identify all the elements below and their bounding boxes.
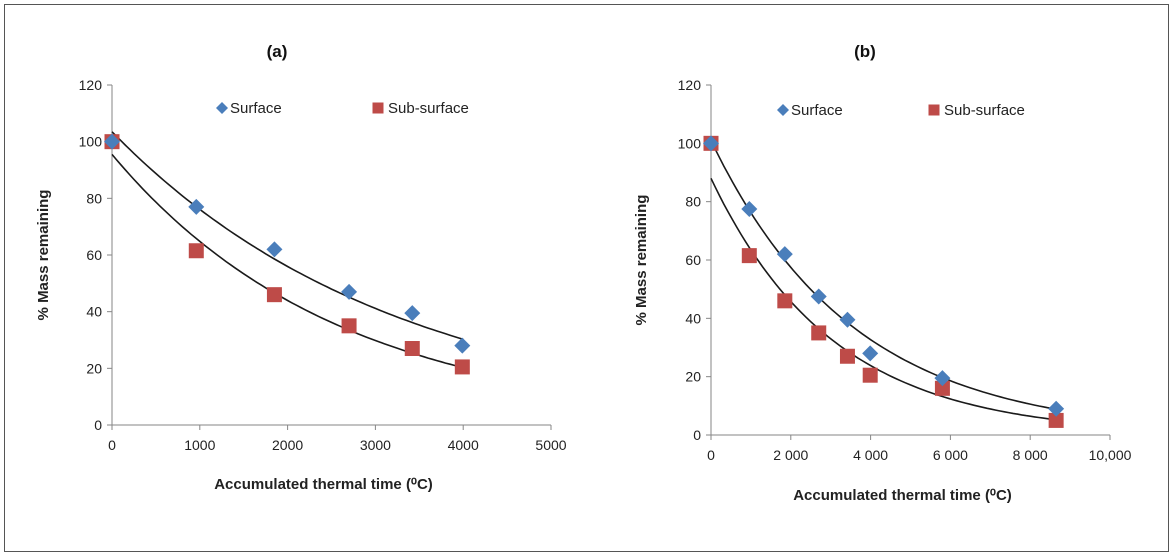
panel-a-x-axis-label: Accumulated thermal time (⁰C) <box>214 476 433 493</box>
panel-a-y-tick-label: 100 <box>79 134 103 150</box>
panel-b-surface-point <box>810 288 827 305</box>
panel-a-y-tick-label: 40 <box>86 304 102 320</box>
panel-b-y-tick-label: 80 <box>685 194 701 210</box>
panel-b-title: (b) <box>854 42 876 61</box>
panel-a-x-tick-label: 4000 <box>448 437 479 453</box>
panel-a-surface-point <box>188 198 205 215</box>
panel-b-y-axis-label: % Mass remaining <box>633 195 650 326</box>
panel-a-subsurface-point <box>404 341 420 356</box>
panel-b-surface-point <box>934 370 951 387</box>
panel-a-subsurface-point <box>188 243 204 259</box>
panel-a-legend-surface-label: Surface <box>230 100 282 117</box>
panel-b-subsurface-point <box>839 348 855 364</box>
panel-b-y-tick-label: 100 <box>678 135 702 151</box>
panel-b-surface-point <box>839 311 856 328</box>
panel-b-surface-point <box>741 200 758 217</box>
panel-a-y-axis-label: % Mass remaining <box>35 190 52 321</box>
panel-a-subsurface-point <box>266 287 282 303</box>
panel-a-x-tick-label: 2000 <box>272 437 303 453</box>
panel-b-x-tick-label: 4 000 <box>853 447 888 463</box>
panel-b-legend-subsurface-label: Sub-surface <box>944 102 1025 119</box>
panel-a-legend-subsurface-label: Sub-surface <box>388 100 469 117</box>
panel-b-surface-point <box>862 345 879 362</box>
panel-a-x-tick-label: 0 <box>108 437 116 453</box>
panel-a-surface-point <box>404 305 421 322</box>
panel-b-subsurface-point <box>934 380 950 396</box>
panel-a-subsurface-trendline <box>111 153 464 369</box>
panel-a-legend-subsurface-marker <box>372 102 384 114</box>
panel-a-y-tick-label: 60 <box>86 247 102 263</box>
panel-a-surface-point <box>454 337 471 354</box>
panel-a-x-tick-label: 3000 <box>360 437 391 453</box>
panel-b-y-tick-label: 40 <box>685 310 701 326</box>
panel-b-subsurface-point <box>777 293 793 309</box>
panel-b-surface-point <box>1048 400 1065 417</box>
panel-b-y-tick-label: 20 <box>685 369 701 385</box>
figure-frame <box>4 4 1169 552</box>
panel-a-y-tick-label: 0 <box>94 417 102 433</box>
panel-a-surface-point <box>104 133 120 150</box>
panel-a-x-tick-label: 5000 <box>535 437 566 453</box>
panel-b-x-tick-label: 2 000 <box>773 447 808 463</box>
panel-b-surface-trendline <box>710 140 1057 411</box>
panel-a-x-tick-label: 1000 <box>184 437 215 453</box>
panel-a-subsurface-point <box>454 359 470 375</box>
panel-a-legend-surface-marker <box>216 102 228 114</box>
panel-b-legend-subsurface-marker <box>928 104 940 116</box>
panel-b-x-tick-label: 6 000 <box>933 447 968 463</box>
panel-b-y-tick-label: 0 <box>693 427 701 443</box>
panel-b-subsurface-point <box>1048 412 1064 428</box>
panel-b-y-tick-label: 120 <box>678 77 702 93</box>
panel-b-x-axis-label: Accumulated thermal time (⁰C) <box>793 487 1012 504</box>
panel-b-x-tick-label: 0 <box>707 447 715 463</box>
panel-a-y-tick-label: 120 <box>79 77 103 93</box>
panel-b-x-tick-label: 10,000 <box>1089 447 1132 463</box>
panel-b-x-tick-label: 8 000 <box>1013 447 1048 463</box>
panel-b-subsurface-point <box>741 248 757 264</box>
panel-a-title: (a) <box>267 42 288 61</box>
panel-a-surface-point <box>266 241 283 258</box>
panel-b-surface-point <box>703 135 719 152</box>
panel-b-subsurface-point <box>862 367 878 383</box>
panel-b-subsurface-point <box>811 325 827 341</box>
panel-a-surface-point <box>341 283 358 300</box>
panel-a-y-tick-label: 20 <box>86 360 102 376</box>
panel-a-surface-trendline <box>111 131 464 341</box>
panel-b-subsurface-trendline <box>710 177 1057 421</box>
panel-a-y-tick-label: 80 <box>86 190 102 206</box>
panel-b-legend-surface-label: Surface <box>791 102 843 119</box>
panel-b-surface-point <box>776 246 793 263</box>
panel-a-subsurface-point <box>341 318 357 334</box>
panel-b-legend-surface-marker <box>777 104 789 116</box>
panel-b-y-tick-label: 60 <box>685 252 701 268</box>
